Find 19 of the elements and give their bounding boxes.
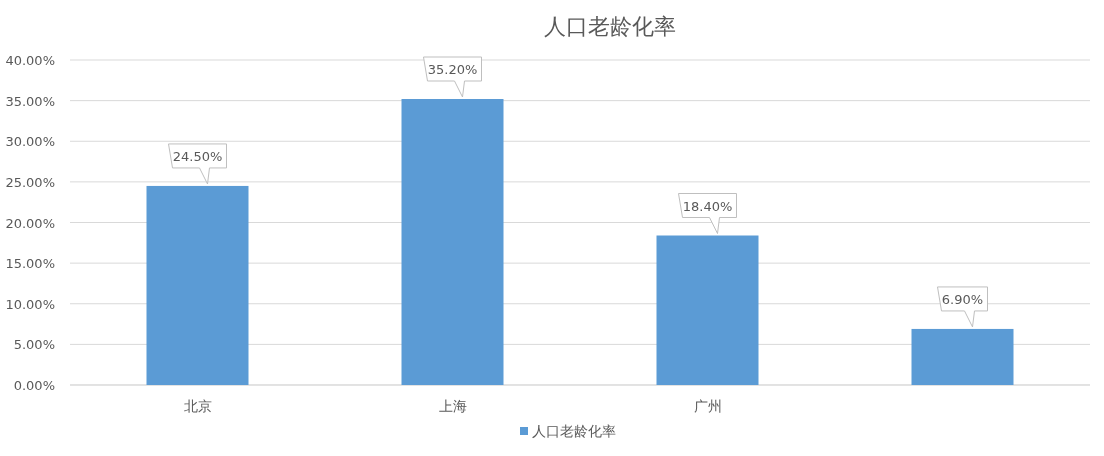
x-tick-label: 北京	[183, 398, 212, 414]
y-tick-label: 35.00%	[5, 93, 55, 109]
data-label: 6.90%	[941, 291, 984, 307]
data-label: 35.20%	[427, 62, 478, 77]
y-tick-label: 30.00%	[5, 134, 55, 150]
y-tick-label: 0.00%	[13, 378, 55, 393]
x-tick-label: 上海	[438, 398, 467, 414]
y-tick-label: 5.00%	[13, 337, 55, 353]
legend: 人口老龄化率	[520, 423, 616, 439]
data-label: 18.40%	[682, 198, 733, 214]
y-tick-label: 25.00%	[5, 174, 55, 190]
y-tick-label: 15.00%	[5, 256, 55, 272]
x-tick-label: 广州	[693, 398, 722, 414]
y-tick-label: 40.00%	[5, 53, 55, 68]
y-tick-label: 10.00%	[5, 296, 55, 312]
chart-title: 人口老龄化率	[544, 14, 676, 39]
y-tick-label: 20.00%	[5, 215, 55, 231]
data-label: 24.50%	[172, 148, 223, 164]
bar	[911, 328, 1014, 385]
